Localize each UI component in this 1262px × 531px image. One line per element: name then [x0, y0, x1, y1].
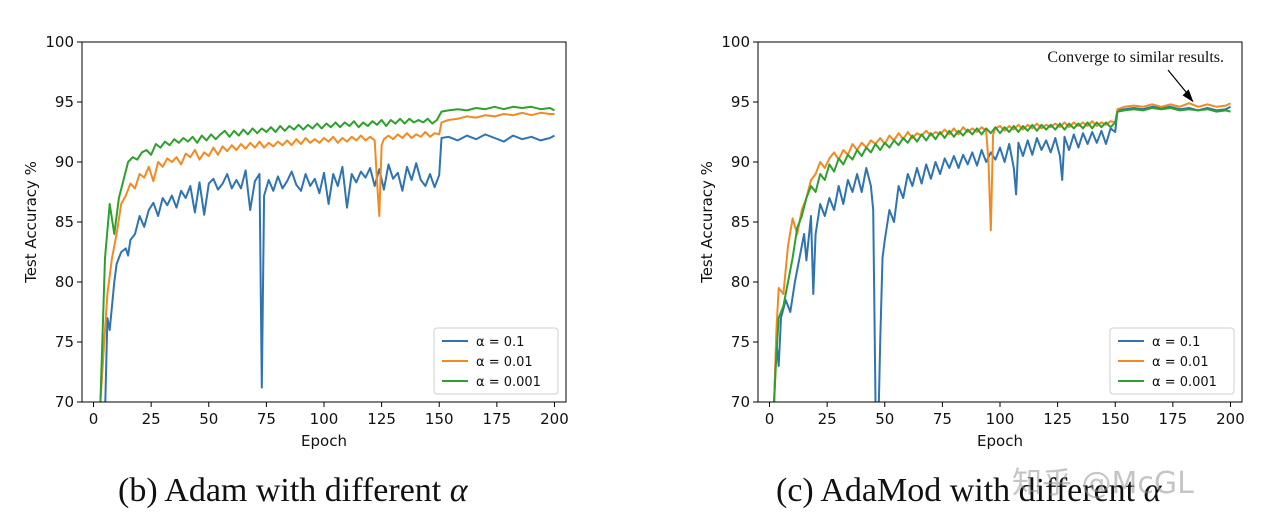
plot-frame — [757, 41, 1243, 403]
annotation-text: Converge to similar results. — [1047, 49, 1224, 66]
x-tick-label: 100 — [310, 410, 339, 428]
series-line-alpha-0-01 — [99, 111, 555, 402]
x-tick-label: 150 — [425, 410, 454, 428]
x-tick-label: 0 — [765, 410, 775, 428]
annotation-arrow-head — [1182, 89, 1194, 103]
series-line-alpha-0-1 — [773, 105, 1231, 402]
caption-c-symbol: α — [1143, 472, 1162, 509]
y-tick-label: 100 — [721, 33, 750, 51]
y-tick-label: 85 — [55, 213, 74, 231]
x-tick-label: 100 — [986, 410, 1015, 428]
series-line-alpha-0-01 — [773, 102, 1231, 402]
x-axis-label: Epoch — [301, 432, 347, 450]
y-tick-label: 90 — [731, 153, 750, 171]
series-line-alpha-0-1 — [99, 133, 555, 402]
x-tick-label: 0 — [89, 410, 99, 428]
legend-label: α = 0.01 — [476, 355, 533, 370]
caption-b-symbol: α — [449, 472, 468, 509]
y-tick-label: 85 — [731, 213, 750, 231]
x-tick-label: 25 — [818, 410, 837, 428]
legend: α = 0.1 α = 0.01 α = 0.001 — [1109, 327, 1235, 395]
chart-adamod: 0 25 50 75 100 125 150 175 200 70 75 80 85 90 95 100 Epo… — [698, 33, 1245, 450]
legend: α = 0.1 α = 0.01 α = 0.001 — [433, 327, 559, 395]
y-tick-label: 70 — [55, 393, 74, 411]
y-tick-label: 95 — [55, 93, 74, 111]
caption-b-text: (b) Adam with different — [118, 472, 450, 509]
x-tick-label: 175 — [483, 410, 512, 428]
x-tick-label: 150 — [1101, 410, 1130, 428]
y-tick-label: 80 — [731, 273, 750, 291]
x-tick-label: 75 — [257, 410, 276, 428]
y-tick-label: 75 — [731, 333, 750, 351]
y-tick-label: 80 — [55, 273, 74, 291]
x-tick-label: 25 — [142, 410, 161, 428]
legend-label: α = 0.001 — [1152, 375, 1217, 390]
y-tick-label: 90 — [55, 153, 74, 171]
watermark: 知乎 @McGL — [1012, 466, 1194, 501]
x-tick-label: 175 — [1159, 410, 1188, 428]
plot-frame — [81, 41, 567, 403]
x-tick-label: 200 — [540, 410, 569, 428]
legend-label: α = 0.1 — [476, 335, 524, 350]
y-tick-label: 75 — [55, 333, 74, 351]
chart-adam: 0 25 50 75 100 125 150 175 200 70 75 80 85 90 95 100 Epo… — [22, 33, 569, 450]
caption-c-text: (c) AdaMod with different — [776, 472, 1144, 509]
x-axis-label: Epoch — [977, 432, 1023, 450]
y-tick-label: 95 — [731, 93, 750, 111]
y-axis-label: Test Accuracy % — [698, 161, 716, 284]
x-tick-label: 50 — [199, 410, 218, 428]
legend-box — [1109, 327, 1235, 395]
series-group — [773, 102, 1231, 402]
series-group — [99, 105, 555, 402]
y-tick-label: 70 — [731, 393, 750, 411]
legend-label: α = 0.001 — [476, 375, 541, 390]
x-tick-label: 75 — [933, 410, 952, 428]
y-tick-label: 100 — [45, 33, 74, 51]
series-line-alpha-0-001 — [99, 105, 555, 402]
x-tick-label: 200 — [1216, 410, 1245, 428]
legend-box — [433, 327, 559, 395]
x-tick-label: 50 — [875, 410, 894, 428]
y-axis-label: Test Accuracy % — [22, 161, 40, 284]
series-line-alpha-0-001 — [773, 107, 1231, 402]
legend-label: α = 0.1 — [1152, 335, 1200, 350]
legend-label: α = 0.01 — [1152, 355, 1209, 370]
x-tick-label: 125 — [367, 410, 396, 428]
x-tick-label: 125 — [1043, 410, 1072, 428]
caption-c: (c) AdaMod with different α — [776, 472, 1161, 510]
caption-b: (b) Adam with different α — [118, 472, 468, 510]
